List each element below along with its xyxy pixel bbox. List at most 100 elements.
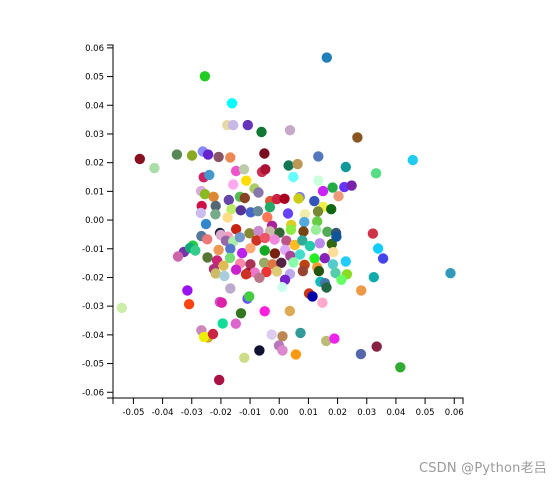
scatter-point bbox=[256, 126, 267, 138]
scatter-point bbox=[284, 125, 296, 136]
scatter-point bbox=[134, 153, 145, 165]
scatter-point bbox=[210, 268, 221, 279]
scatter-point bbox=[310, 224, 322, 235]
scatter-point bbox=[259, 245, 270, 256]
scatter-point bbox=[321, 52, 332, 63]
scatter-point bbox=[370, 168, 382, 179]
scatter-point bbox=[283, 160, 294, 171]
x-tick-label: 0.06 bbox=[445, 408, 464, 418]
scatter-point bbox=[309, 195, 320, 207]
scatter-point bbox=[372, 243, 384, 254]
scatter-point bbox=[340, 256, 351, 267]
scatter-point bbox=[279, 193, 290, 204]
x-tick-label: -0.01 bbox=[239, 408, 261, 418]
scatter-points bbox=[116, 52, 456, 386]
scatter-point bbox=[245, 259, 256, 270]
scatter-point bbox=[234, 232, 246, 243]
scatter-point bbox=[228, 179, 239, 190]
scatter-point bbox=[271, 266, 283, 277]
scatter-point bbox=[340, 161, 351, 173]
y-tick-label: -0.06 bbox=[82, 388, 104, 398]
scatter-point bbox=[219, 270, 230, 282]
scatter-point bbox=[253, 225, 264, 237]
scatter-point bbox=[331, 231, 342, 242]
scatter-point bbox=[183, 299, 195, 310]
scatter-point bbox=[242, 119, 253, 131]
scatter-point bbox=[254, 345, 265, 356]
scatter-point bbox=[328, 247, 339, 258]
scatter-point bbox=[225, 283, 236, 294]
scatter-point bbox=[288, 171, 299, 183]
scatter-point bbox=[327, 259, 339, 270]
scatter-point bbox=[222, 212, 233, 223]
scatter-point bbox=[445, 268, 456, 279]
scatter-point bbox=[312, 216, 323, 227]
scatter-point bbox=[407, 154, 418, 166]
watermark-label: CSDN @Python老吕 bbox=[418, 461, 547, 476]
scatter-point bbox=[237, 247, 248, 259]
y-tick-label: -0.03 bbox=[82, 302, 104, 312]
scatter-point bbox=[225, 152, 236, 163]
scatter-point bbox=[277, 282, 288, 293]
scatter-point bbox=[297, 235, 308, 246]
scatter-point bbox=[327, 182, 338, 193]
scatter-point bbox=[230, 224, 242, 235]
scatter-point bbox=[244, 228, 255, 239]
scatter-point bbox=[258, 257, 270, 268]
scatter-point bbox=[199, 71, 211, 82]
scatter-point bbox=[314, 238, 325, 249]
scatter-point bbox=[116, 302, 128, 314]
y-tick-label: 0.03 bbox=[85, 130, 104, 140]
scatter-point bbox=[266, 329, 277, 340]
scatter-point bbox=[309, 253, 320, 264]
x-tick-label: -0.04 bbox=[152, 408, 174, 418]
scatter-point bbox=[276, 257, 287, 268]
scatter-point bbox=[259, 148, 270, 159]
scatter-point bbox=[149, 162, 160, 174]
x-tick-label: 0.00 bbox=[270, 408, 289, 418]
y-tick-label: 0.02 bbox=[85, 159, 104, 169]
scatter-point bbox=[299, 209, 311, 220]
y-tick-label: 0.04 bbox=[85, 101, 104, 111]
scatter-point bbox=[207, 328, 219, 340]
scatter-point bbox=[352, 132, 363, 143]
scatter-point bbox=[224, 252, 236, 264]
scatter-point bbox=[253, 187, 264, 198]
scatter-point bbox=[333, 191, 344, 202]
scatter-point bbox=[199, 189, 211, 200]
scatter-point bbox=[294, 249, 306, 260]
scatter-point bbox=[171, 149, 183, 160]
scatter-point bbox=[223, 194, 234, 206]
y-axis: 0.06 0.05 0.04 0.03 0.02 0.01 0.00 -0.01 -0.02 -0… bbox=[82, 44, 114, 399]
scatter-point bbox=[190, 245, 201, 256]
scatter-point bbox=[200, 218, 212, 230]
scatter-point bbox=[269, 234, 280, 245]
scatter-point bbox=[245, 243, 256, 254]
scatter-point bbox=[264, 202, 276, 213]
scatter-point bbox=[322, 226, 333, 237]
scatter-point bbox=[295, 327, 306, 339]
scatter-point bbox=[285, 224, 297, 235]
scatter-point bbox=[195, 207, 206, 219]
scatter-point bbox=[213, 151, 224, 163]
scatter-point bbox=[313, 151, 324, 162]
scatter-point bbox=[226, 204, 237, 215]
y-tick-label: 0.05 bbox=[85, 73, 104, 83]
scatter-point bbox=[377, 253, 389, 264]
scatter-point bbox=[198, 331, 210, 343]
scatter-point bbox=[317, 185, 329, 197]
scatter-point bbox=[238, 164, 250, 175]
scatter-point bbox=[202, 234, 213, 245]
scatter-point bbox=[336, 274, 347, 285]
scatter-point bbox=[239, 192, 250, 204]
scatter-point bbox=[254, 272, 265, 283]
scatter-point bbox=[230, 318, 241, 329]
scatter-point bbox=[259, 306, 270, 317]
scatter-point bbox=[182, 285, 193, 296]
scatter-point bbox=[288, 257, 299, 268]
x-tick-label: -0.02 bbox=[210, 408, 232, 418]
scatter-point bbox=[371, 341, 382, 352]
scatter-point bbox=[262, 212, 273, 223]
scatter-point bbox=[307, 291, 318, 302]
